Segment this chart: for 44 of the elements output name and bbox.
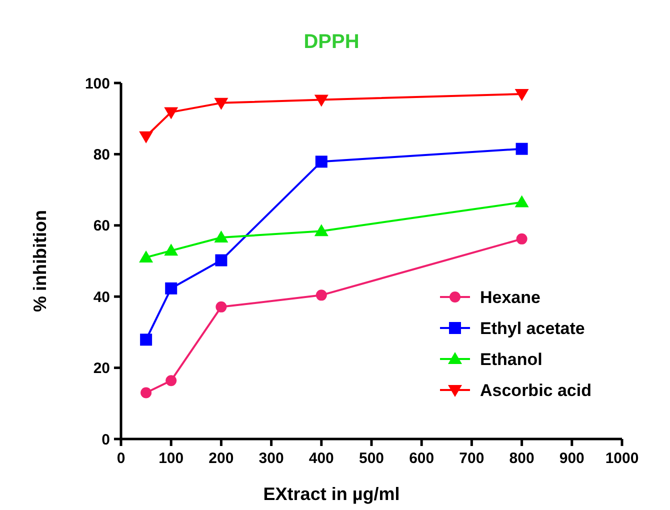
x-tick-label: 0 [116,450,126,467]
y-axis-title: % inhibition [30,210,50,312]
y-tick-label: 20 [93,360,110,378]
point [514,89,529,102]
point [315,156,328,168]
x-tick-label: 1000 [605,450,639,467]
legend-label: Ethyl acetate [480,318,585,338]
point [166,375,177,386]
point [139,131,154,144]
point [165,282,178,294]
point [214,230,228,243]
point [140,387,152,398]
x-axis-title: EXtract in µg/ml [263,484,400,504]
legend-label: Hexane [480,288,540,307]
point [216,301,227,312]
y-tick-label: 60 [93,218,110,235]
legend-label: Ascorbic acid [480,380,592,400]
y-tick-label: 40 [93,288,110,306]
point [164,244,178,256]
x-tick-label: 100 [158,450,184,467]
point [139,250,154,262]
x-tick-label: 400 [308,450,334,467]
x-tick-label: 700 [459,450,484,467]
chart-title: DPPH [304,31,360,53]
point [516,233,528,244]
point [164,107,178,120]
point [316,290,327,301]
point [314,94,328,107]
point [514,195,529,208]
y-tick-label: 100 [84,75,110,92]
x-tick-label: 500 [358,450,384,467]
x-tick-label: 900 [559,450,584,467]
x-tick-label: 300 [258,450,284,467]
point [314,224,328,236]
y-tick-label: 0 [102,431,110,448]
x-tick-label: 200 [208,450,234,467]
point [214,98,228,110]
legend-label: Ethanol [480,350,542,369]
x-tick-label: 800 [509,450,534,467]
point [215,254,228,266]
y-tick-label: 80 [93,146,110,164]
point [516,142,528,155]
x-tick-label: 600 [409,450,434,467]
point [140,334,152,346]
